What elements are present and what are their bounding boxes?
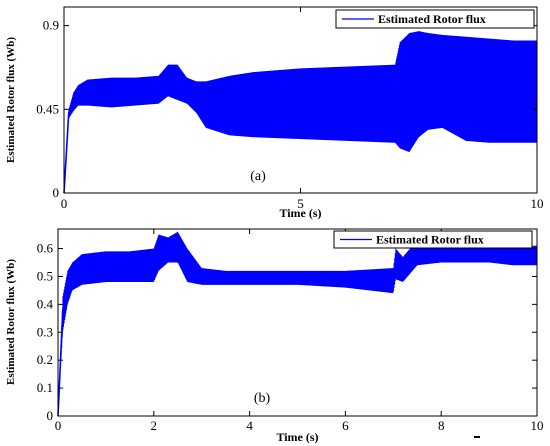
x-tick-label: 6 <box>342 418 349 433</box>
legend-box <box>335 9 535 29</box>
y-tick-label: 0.1 <box>37 380 53 395</box>
y-tick-label: 0.9 <box>43 18 59 33</box>
x-tick-label: 5 <box>297 196 304 211</box>
legend-label: Estimated Rotor flux <box>376 233 484 247</box>
chart-panel-a: 0 5 10 0 0.45 0.9 Time (s) Estimated Rotor flux… <box>5 6 544 220</box>
x-tick-label: 8 <box>438 418 445 433</box>
legend: Estimated Rotor flux <box>333 230 533 249</box>
plot-frame <box>57 228 538 417</box>
y-tick-label: 0.6 <box>37 241 54 256</box>
x-tick-label: 2 <box>151 418 158 433</box>
stray-mark <box>474 436 480 438</box>
x-tick-label: 4 <box>246 418 253 433</box>
y-tick-label: 0 <box>53 185 60 200</box>
y-axis-label: Estimated Rotor flux (Wb) <box>5 259 17 385</box>
y-axis-label: Estimated Rotor flux (Wb) <box>5 37 17 163</box>
y-tick-label: 0.5 <box>37 268 53 283</box>
y-tick-label: 0.2 <box>37 352 53 367</box>
legend: Estimated Rotor flux <box>335 9 535 29</box>
series-line <box>57 231 538 417</box>
legend-label: Estimated Rotor flux <box>378 12 486 26</box>
panel-label: (b) <box>254 391 271 406</box>
x-tick-label: 0 <box>55 418 62 433</box>
series-mean-line <box>57 250 537 417</box>
x-axis-label: Time (s) <box>276 430 318 444</box>
x-tick-label: 10 <box>531 196 544 211</box>
y-tick-label: 0.4 <box>37 296 54 311</box>
legend-box <box>333 230 533 249</box>
panel-label: (a) <box>250 169 266 184</box>
y-tick-label: 0 <box>47 408 54 423</box>
y-tick-label: 0.3 <box>37 324 53 339</box>
series-mean-line <box>63 80 537 194</box>
y-tick-label: 0.45 <box>36 101 59 116</box>
x-tick-label: 10 <box>531 418 544 433</box>
chart-panel-b: 0 2 4 6 8 10 0 0.1 0.2 0.3 0.4 0.5 0.6 Time (s) Estima… <box>5 228 544 444</box>
series-line <box>63 31 538 194</box>
x-tick-label: 0 <box>61 196 68 211</box>
x-axis-label: Time (s) <box>279 206 321 220</box>
